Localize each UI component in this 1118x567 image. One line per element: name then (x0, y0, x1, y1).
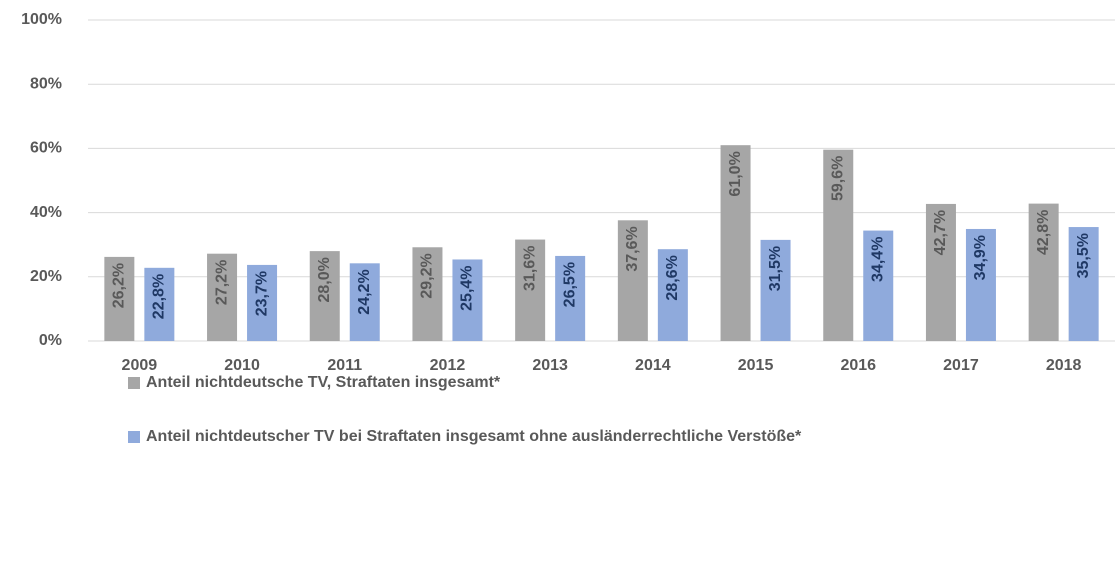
bar (452, 259, 483, 341)
bar (309, 251, 340, 341)
y-tick-label: 0% (39, 332, 62, 349)
y-tick-label: 20% (30, 268, 62, 285)
bar (412, 247, 443, 341)
bar (349, 263, 380, 341)
bar (760, 239, 791, 341)
legend-swatch (128, 431, 140, 443)
legend-label: Anteil nichtdeutsche TV, Straftaten insg… (146, 374, 501, 391)
value-label: 27,2% (213, 260, 230, 305)
x-tick-label: 2012 (430, 357, 466, 374)
legend-label: Anteil nichtdeutscher TV bei Straftaten … (146, 428, 802, 445)
bar (144, 267, 175, 341)
value-label: 34,4% (869, 237, 886, 282)
bar (720, 145, 751, 341)
y-tick-label: 100% (21, 11, 62, 28)
y-tick-label: 80% (30, 75, 62, 92)
value-label: 28,0% (316, 257, 333, 302)
value-label: 26,2% (111, 263, 128, 308)
x-tick-label: 2014 (635, 357, 671, 374)
bar (657, 249, 688, 341)
value-label: 61,0% (727, 151, 744, 196)
x-tick-label: 2009 (122, 357, 158, 374)
bar (863, 230, 894, 341)
bar (925, 203, 956, 341)
value-label: 42,7% (932, 210, 949, 255)
x-tick-label: 2016 (840, 357, 876, 374)
value-label: 23,7% (253, 271, 270, 316)
bar (617, 220, 648, 341)
x-tick-label: 2011 (327, 357, 362, 374)
bar (823, 149, 854, 341)
bar (1028, 203, 1059, 341)
bar (1068, 227, 1099, 341)
bar (515, 239, 546, 341)
x-tick-label: 2010 (224, 357, 260, 374)
value-label: 59,6% (829, 156, 846, 201)
value-label: 24,2% (356, 269, 373, 314)
x-tick-label: 2017 (943, 357, 979, 374)
value-label: 31,5% (767, 246, 784, 291)
x-tick-label: 2018 (1046, 357, 1082, 374)
value-label: 42,8% (1035, 210, 1052, 255)
bar (555, 255, 586, 341)
bar (965, 228, 996, 341)
value-label: 22,8% (151, 274, 168, 319)
bar (104, 256, 135, 341)
value-label: 29,2% (419, 253, 436, 298)
value-label: 26,5% (561, 262, 578, 307)
value-label: 25,4% (459, 265, 476, 310)
value-label: 34,9% (972, 235, 989, 280)
value-label: 37,6% (624, 226, 641, 271)
y-tick-label: 40% (30, 204, 62, 221)
value-label: 35,5% (1075, 233, 1092, 278)
legend-swatch (128, 377, 140, 389)
x-tick-label: 2015 (738, 357, 774, 374)
bar (207, 253, 238, 341)
y-tick-label: 60% (30, 140, 62, 157)
bar (247, 264, 278, 341)
x-tick-label: 2013 (532, 357, 568, 374)
value-label: 28,6% (664, 255, 681, 300)
value-label: 31,6% (521, 246, 538, 291)
